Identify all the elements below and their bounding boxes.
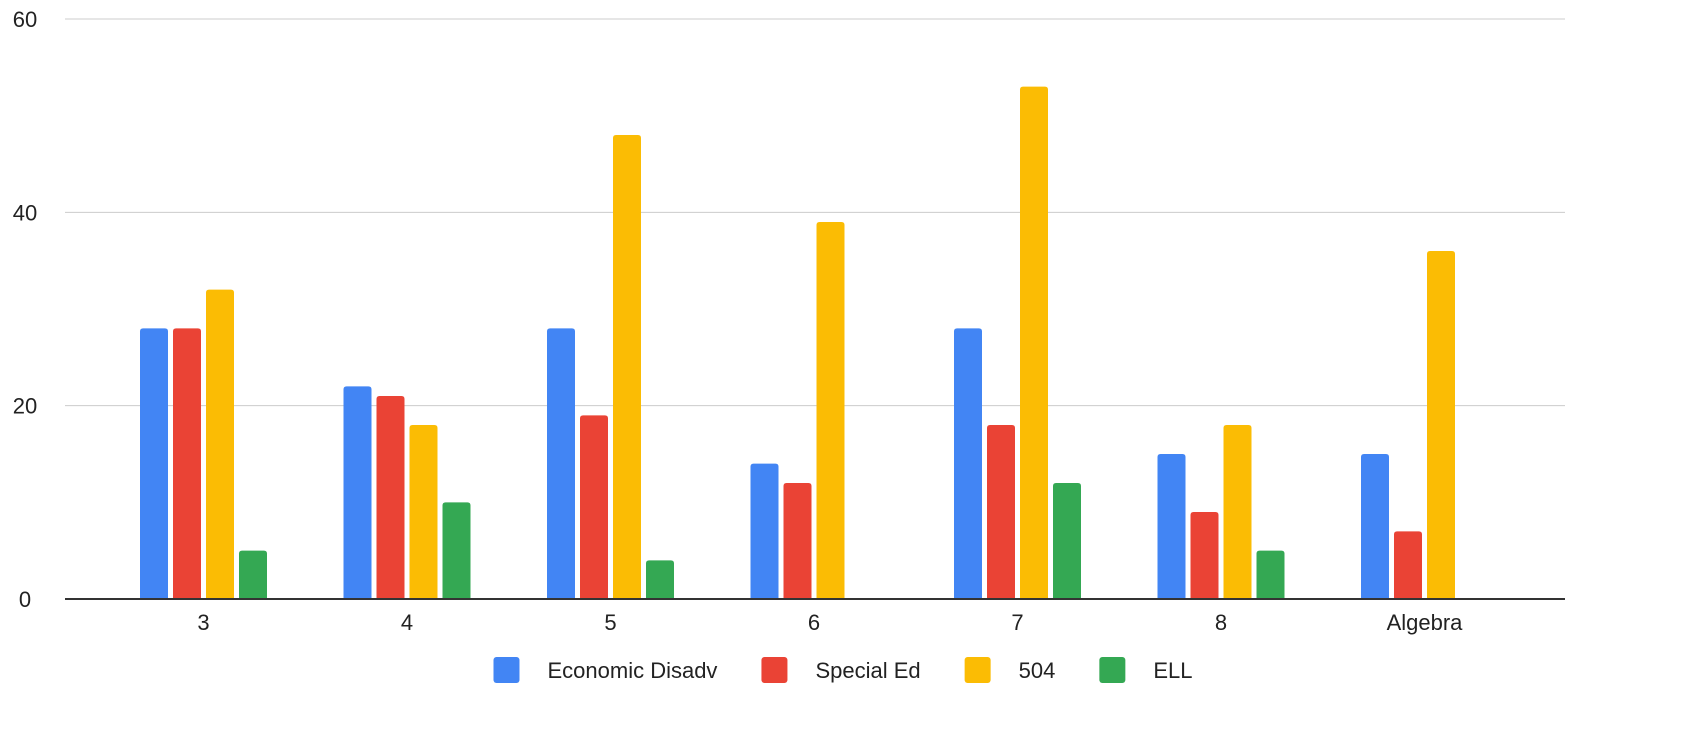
gridlines (65, 18, 1565, 407)
x-axis-ticks: 3 4 5 6 7 8 Algebra (197, 610, 1463, 635)
bar-economic-disadv-3 (140, 328, 168, 599)
bar-504-algebra (1427, 251, 1455, 599)
y-tick-label-0: 0 (19, 587, 31, 612)
x-tick-label-7: 7 (1011, 610, 1023, 635)
legend-label-504: 504 (1019, 658, 1056, 683)
bar-special-ed-8 (1190, 512, 1219, 599)
bar-economic-disadv-5 (547, 328, 575, 599)
bar-economic-disadv-8 (1157, 454, 1186, 599)
x-tick-label-3: 3 (197, 610, 209, 635)
x-tick-label-8: 8 (1215, 610, 1227, 635)
legend-item-economic-disadv: Economic Disadv (493, 657, 717, 683)
bars (140, 86, 1455, 599)
bar-ell-8 (1256, 550, 1285, 599)
y-axis-ticks: 0 20 40 60 (13, 7, 37, 612)
x-tick-label-6: 6 (808, 610, 820, 635)
bar-special-ed-7 (987, 425, 1015, 599)
bar-ell-4 (442, 502, 471, 599)
y-tick-label-40: 40 (13, 200, 37, 225)
bar-ell-5 (646, 560, 674, 599)
legend: Economic Disadv Special Ed 504 ELL (493, 657, 1193, 683)
legend-item-ell: ELL (1099, 657, 1193, 683)
bar-ell-7 (1053, 483, 1081, 599)
bar-economic-disadv-algebra (1361, 454, 1389, 599)
legend-swatch-economic-disadv (493, 657, 520, 683)
bar-504-7 (1020, 86, 1048, 599)
bar-special-ed-4 (376, 396, 405, 599)
x-tick-label-5: 5 (604, 610, 616, 635)
legend-label-special-ed: Special Ed (815, 658, 920, 683)
x-tick-label-algebra: Algebra (1387, 610, 1464, 635)
bar-504-5 (613, 135, 641, 599)
bar-504-3 (206, 289, 234, 599)
x-tick-label-4: 4 (401, 610, 413, 635)
legend-item-special-ed: Special Ed (761, 657, 921, 683)
legend-swatch-special-ed (761, 657, 788, 683)
bar-special-ed-3 (173, 328, 201, 599)
y-tick-label-60: 60 (13, 7, 37, 32)
legend-swatch-ell (1099, 657, 1126, 683)
bar-special-ed-5 (580, 415, 608, 599)
bar-special-ed-6 (783, 483, 812, 599)
bar-504-6 (816, 222, 845, 599)
bar-ell-3 (239, 550, 267, 599)
bar-economic-disadv-7 (954, 328, 982, 599)
legend-swatch-504 (964, 657, 991, 683)
y-tick-label-20: 20 (13, 394, 37, 419)
bar-special-ed-algebra (1394, 531, 1422, 599)
bar-504-8 (1223, 425, 1252, 599)
bar-economic-disadv-6 (750, 463, 779, 599)
legend-label-economic-disadv: Economic Disadv (547, 658, 717, 683)
bar-504-4 (409, 425, 438, 599)
bar-economic-disadv-4 (343, 386, 372, 599)
legend-item-504: 504 (964, 657, 1056, 683)
legend-label-ell: ELL (1153, 658, 1192, 683)
